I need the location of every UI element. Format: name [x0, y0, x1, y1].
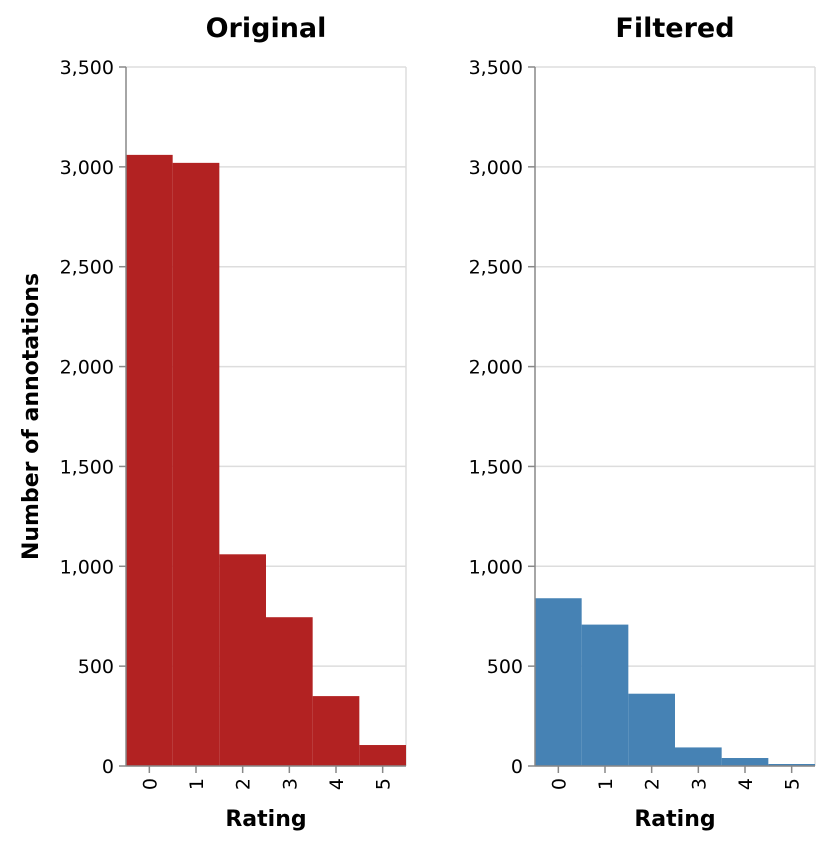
bar [768, 764, 815, 766]
y-tick-label: 1,500 [469, 456, 523, 478]
x-tick-label: 5 [373, 778, 395, 790]
y-axis-title: Number of annotations [19, 273, 44, 560]
x-axis-title: Rating [225, 807, 306, 832]
y-tick-label: 0 [102, 756, 114, 778]
x-tick-label: 3 [279, 778, 301, 790]
x-tick-label: 2 [233, 778, 255, 790]
y-tick-label: 1,000 [60, 556, 114, 578]
bar [172, 162, 220, 766]
panel-1: 0 500 1,000 1,500 2,000 2,500 3,000 3,500 0 1 2 3 4 5… [469, 13, 816, 832]
x-tick-label: 4 [326, 778, 348, 790]
x-tick-label: 0 [139, 778, 161, 790]
bar [628, 693, 675, 766]
x-tick-label: 2 [642, 778, 664, 790]
y-tick-label: 2,000 [60, 357, 114, 379]
bar [312, 696, 360, 766]
y-tick-label: 500 [487, 656, 523, 678]
bar [535, 598, 582, 766]
panel-title: Filtered [615, 13, 734, 44]
y-tick-label: 1,500 [60, 456, 114, 478]
x-tick-label: 5 [782, 778, 804, 790]
bar [581, 624, 629, 766]
y-tick-label: 3,000 [60, 157, 114, 179]
y-tick-label: 2,500 [469, 257, 523, 279]
bar [675, 747, 722, 766]
bar [721, 758, 769, 766]
y-tick-label: 2,500 [60, 257, 114, 279]
bar [126, 154, 173, 767]
y-tick-label: 3,500 [60, 57, 114, 79]
x-tick-label: 1 [186, 778, 208, 790]
x-tick-label: 0 [548, 778, 570, 790]
x-tick-label: 4 [735, 778, 757, 790]
x-tick-label: 3 [688, 778, 710, 790]
panel-title: Original [206, 13, 327, 44]
x-tick-label: 1 [595, 778, 617, 790]
panel-0: 0 500 1,000 1,500 2,000 2,500 3,000 3,500 0 1 2 3 4 5… [19, 13, 407, 832]
bar [219, 554, 266, 766]
y-tick-label: 3,000 [469, 157, 523, 179]
x-axis-title: Rating [634, 807, 715, 832]
y-tick-label: 0 [511, 756, 523, 778]
y-tick-label: 3,500 [469, 57, 523, 79]
bar [266, 617, 313, 766]
bar [359, 745, 406, 766]
y-tick-label: 1,000 [469, 556, 523, 578]
y-tick-label: 500 [78, 656, 114, 678]
y-tick-label: 2,000 [469, 357, 523, 379]
